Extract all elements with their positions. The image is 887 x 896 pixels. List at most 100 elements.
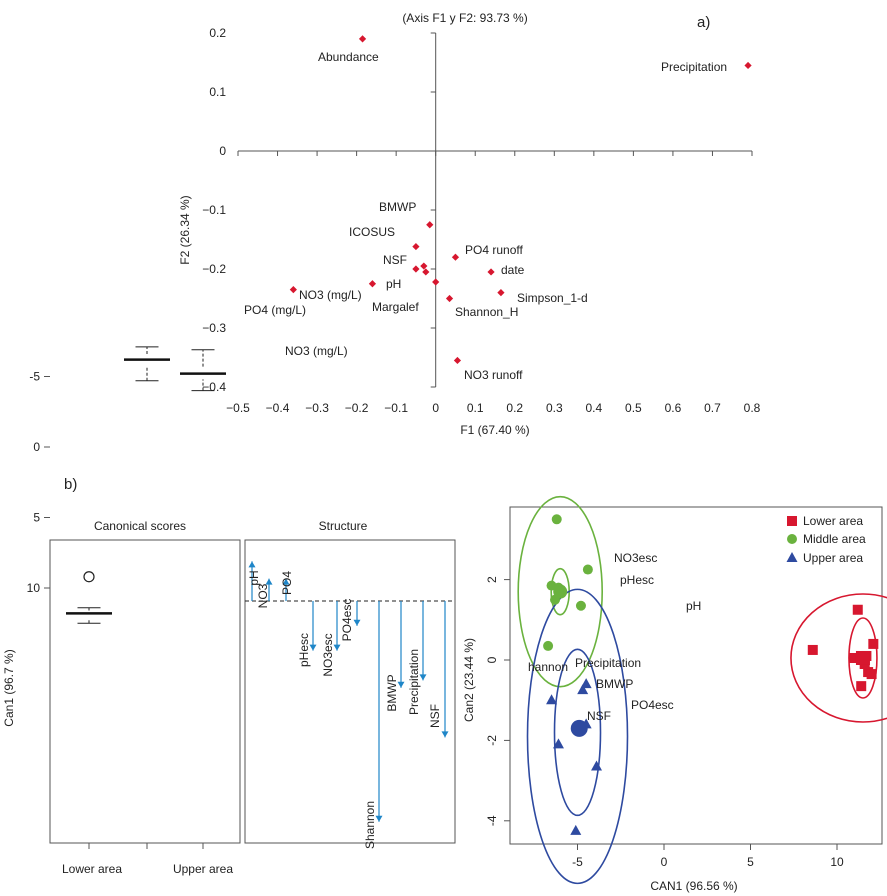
structure-bar-arrowhead (248, 561, 256, 568)
pca-point (420, 262, 428, 270)
pca-x-tick-label: 0.1 (467, 401, 484, 415)
structure-bar-arrowhead (309, 644, 317, 651)
pca-x-tick-label: 0.7 (704, 401, 721, 415)
legend-marker-lower (787, 516, 797, 526)
legend-label: Lower area (803, 514, 863, 528)
pca-x-label: F1 (67.40 %) (460, 423, 529, 437)
structure-bar-label: pHesc (297, 633, 311, 667)
pca-point (451, 253, 460, 261)
canonical-point-middle (582, 564, 593, 575)
boxplot-category-lower: Lower area (62, 862, 122, 876)
pca-point (412, 265, 420, 273)
canonical-point-upper (570, 824, 582, 835)
structure-title: Structure (319, 519, 368, 533)
canonical-scores-boxplot: Canonical scores Can1 (96.7 %) Lower are… (2, 346, 241, 876)
structure-bar-label: PO4esc (340, 599, 354, 642)
pca-point-label: ICOSUS (349, 225, 395, 239)
pca-point-label: NO3 runoff (464, 368, 523, 382)
canonical-centroid-lower (855, 650, 870, 665)
canonical-centroid-middle (553, 584, 568, 599)
pca-point-label: BMWP (379, 200, 416, 214)
boxplot-y-tick-label: 10 (27, 581, 41, 595)
canonical-point-upper (580, 678, 592, 689)
legend-label: Upper area (803, 551, 863, 565)
canonical-vector-label: NSF (587, 709, 611, 723)
canonical-point-middle (543, 640, 554, 651)
structure-bar-arrowhead (397, 681, 405, 688)
structure-bar-label: NO3esc (321, 633, 335, 676)
boxplot-y-tick-label: 5 (33, 511, 40, 525)
canonical-x-label: CAN1 (96.56 %) (650, 879, 737, 893)
pca-label: PO4 (mg/L) (244, 303, 306, 317)
pca-y-label: F2 (26.34 %) (178, 195, 192, 264)
pca-title: (Axis F1 y F2: 93.73 %) (402, 11, 527, 25)
canonical-x-tick-label: 10 (830, 855, 844, 869)
canonical-point-upper (591, 760, 603, 771)
canonical-x-tick-label: 0 (661, 855, 668, 869)
pca-point-label: NO3 (mg/L) (299, 288, 362, 302)
structure-bar-label: PO4 (280, 571, 294, 595)
pca-point (497, 289, 505, 297)
canonical-confidence-ellipse (790, 593, 887, 723)
pca-point (487, 268, 495, 276)
structure-bar-label: pH (247, 570, 261, 585)
pca-point (744, 61, 752, 70)
pca-x-tick-label: 0.6 (665, 401, 682, 415)
canonical-vector-label: hannon (528, 660, 568, 674)
canonical-x-tick-label: 5 (747, 855, 754, 869)
canonical-confidence-ellipse (526, 588, 629, 885)
canonical-point-lower (868, 638, 879, 649)
structure-bar-arrowhead (333, 644, 341, 651)
pca-point (445, 294, 454, 303)
pca-point (358, 35, 367, 43)
pca-x-tick-label: −0.1 (384, 401, 408, 415)
boxplot-title: Canonical scores (94, 519, 186, 533)
structure-bar-label: NO3 (256, 583, 270, 608)
pca-point-label: Shannon_H (455, 305, 518, 319)
pca-x-tick-label: −0.2 (345, 401, 369, 415)
canonical-vector-label: pHesc (620, 573, 654, 587)
canonical-confidence-ellipse (553, 648, 602, 817)
canonical-point-upper (577, 684, 589, 695)
canonical-y-tick-label: -4 (485, 815, 499, 826)
canonical-point-middle (575, 600, 586, 611)
canonical-point-middle (551, 514, 562, 525)
pca-point (289, 286, 297, 294)
pca-point-label: date (501, 263, 525, 277)
structure-bar-label: Precipitation (407, 649, 421, 715)
pca-point-label: PO4 runoff (465, 243, 523, 257)
legend-marker-upper (786, 552, 798, 562)
pca-y-tick-label: 0.1 (209, 85, 226, 99)
pca-x-tick-label: 0.4 (586, 401, 603, 415)
pca-point-label: Precipitation (661, 60, 727, 74)
canonical-vector-label: pH (686, 599, 701, 613)
pca-point (422, 268, 430, 276)
structure-bar-arrowhead (282, 578, 290, 585)
pca-y-tick-label: 0 (219, 144, 226, 158)
structure-bar-arrowhead (375, 815, 383, 822)
canonical-frame (509, 506, 883, 845)
canonical-x-tick-label: -5 (572, 855, 583, 869)
boxplot-y-label: Can1 (96.7 %) (2, 649, 16, 726)
pca-point (368, 280, 377, 288)
legend-label: Middle area (803, 532, 866, 546)
canonical-centroid-upper (570, 719, 588, 737)
pca-y-tick-label: −0.4 (202, 380, 226, 394)
pca-y-tick-label: −0.3 (202, 321, 226, 335)
panel-label-b: b) (64, 476, 77, 493)
structure-bar-arrowhead (419, 674, 427, 681)
canonical-y-label: Can2 (23.44 %) (462, 638, 476, 722)
pca-label: Margalef (372, 300, 419, 314)
pca-biplot: (Axis F1 y F2: 93.73 %) F1 (67.40 %) F2 … (178, 11, 761, 437)
pca-point-label: Abundance (318, 50, 379, 64)
canonical-point-lower (849, 652, 860, 663)
boxplot-y-tick-label: 0 (33, 440, 40, 454)
pca-x-tick-label: 0.8 (744, 401, 761, 415)
canonical-y-tick-label: 2 (485, 576, 499, 583)
canonical-plot: CAN1 (96.56 %) Can2 (23.44 %) -5 0 5 10 2 0 -2… (462, 495, 887, 893)
structure-bar-label: BMWP (385, 674, 399, 711)
canonical-vector-label: NO3esc (614, 551, 657, 565)
pca-point (453, 356, 462, 365)
canonical-vector-label: BMWP (596, 677, 633, 691)
